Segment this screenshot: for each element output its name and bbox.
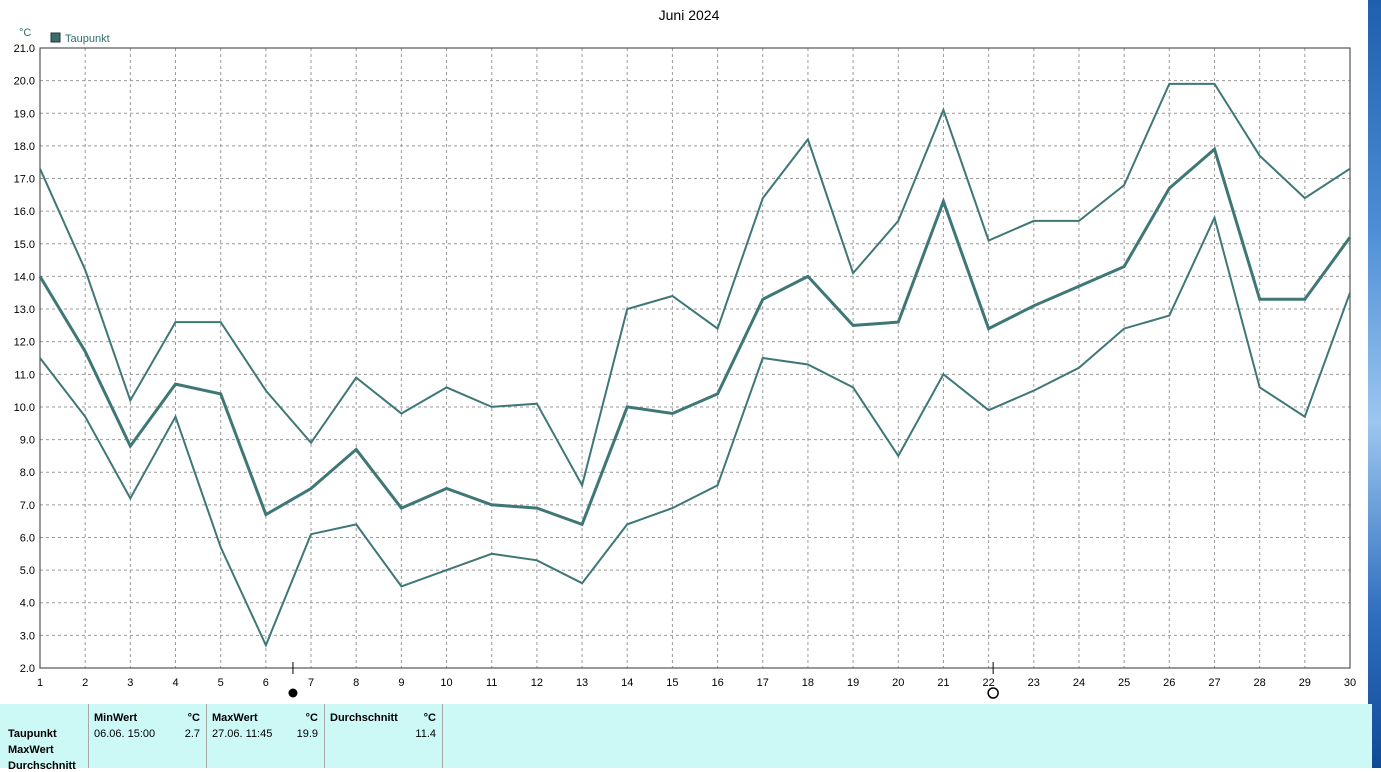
- y-tick-label: 14.0: [14, 271, 35, 283]
- chart: 2.0 3.0 4.0 5.0 6.0 7.0 8.0 9.0 10.0 11.0 12.0 13.0…: [14, 7, 1357, 699]
- row-label-durchschnitt: Durchschnitt: [8, 760, 76, 772]
- stat-max: MaxWert °C 27.06. 11:45 19.9: [206, 704, 324, 768]
- row-label-maxwert: MaxWert: [8, 744, 54, 756]
- y-tick-label: 5.0: [20, 565, 35, 577]
- stat-min-when: 06.06. 15:00: [94, 728, 156, 740]
- stat-avg-value: 11.4: [415, 728, 436, 740]
- x-tick-label: 13: [576, 677, 588, 689]
- x-tick-label: 29: [1299, 677, 1311, 689]
- x-tick-label: 23: [1028, 677, 1040, 689]
- x-tick-label: 26: [1163, 677, 1175, 689]
- stat-max-unit: °C: [305, 712, 318, 724]
- y-tick-label: 11.0: [14, 369, 35, 381]
- row-label-taupunkt: Taupunkt: [8, 728, 57, 740]
- series-line-avg: [38, 146, 1352, 527]
- chart-title: Juni 2024: [659, 7, 720, 23]
- y-tick-label: 6.0: [20, 532, 35, 544]
- y-tick-label: 17.0: [14, 174, 35, 186]
- y-tick-label: 7.0: [20, 500, 35, 512]
- y-tick-label: 3.0: [20, 630, 35, 642]
- x-tick-label: 24: [1073, 677, 1085, 689]
- stat-max-value: 19.9: [296, 728, 318, 740]
- window-gap: [1356, 0, 1368, 704]
- x-tick-label: 8: [353, 677, 359, 689]
- x-tick-label: 30: [1344, 677, 1356, 689]
- y-tick-label: 15.0: [14, 239, 35, 251]
- new-moon-icon: [288, 688, 298, 698]
- y-axis-unit: °C: [19, 27, 31, 39]
- y-tick-label: 16.0: [14, 206, 35, 218]
- y-tick-label: 20.0: [14, 76, 35, 88]
- y-tick-label: 2.0: [20, 663, 35, 675]
- stat-min: MinWert °C 06.06. 15:00 2.7: [88, 704, 206, 768]
- x-tick-label: 14: [621, 677, 633, 689]
- x-tick-label: 2: [82, 677, 88, 689]
- x-tick-label: 12: [531, 677, 543, 689]
- x-tick-label: 11: [486, 677, 497, 689]
- y-tick-label: 9.0: [20, 435, 35, 447]
- x-tick-label: 10: [440, 677, 452, 689]
- stat-max-header: MaxWert: [212, 712, 258, 724]
- y-tick-label: 10.0: [14, 402, 35, 414]
- x-tick-label: 7: [308, 677, 314, 689]
- axes: 2.0 3.0 4.0 5.0 6.0 7.0 8.0 9.0 10.0 11.0 12.0 13.0…: [14, 43, 1357, 689]
- stat-min-header: MinWert: [94, 712, 138, 724]
- x-tick-label: 20: [892, 677, 904, 689]
- grid: [40, 48, 1350, 668]
- y-tick-label: 21.0: [14, 43, 35, 55]
- series-line-min: [39, 214, 1351, 648]
- stat-min-unit: °C: [187, 712, 200, 724]
- y-tick-label: 18.0: [14, 141, 35, 153]
- x-tick-label: 1: [37, 677, 43, 689]
- x-tick-label: 16: [711, 677, 723, 689]
- stat-avg-header: Durchschnitt: [330, 712, 398, 724]
- moon-markers: [288, 662, 999, 699]
- stats-panel: Taupunkt MaxWert Durchschnitt MinWert °C…: [0, 704, 1372, 772]
- x-tick-label: 27: [1208, 677, 1220, 689]
- x-tick-label: 25: [1118, 677, 1130, 689]
- stat-avg: Durchschnitt °C 11.4: [324, 704, 443, 768]
- y-tick-label: 13.0: [14, 304, 35, 316]
- legend: Taupunkt: [50, 32, 110, 45]
- stat-min-value: 2.7: [184, 728, 200, 740]
- y-tick-label: 19.0: [14, 108, 35, 120]
- x-tick-label: 22: [982, 677, 994, 689]
- x-tick-label: 6: [263, 677, 269, 689]
- x-tick-label: 17: [757, 677, 769, 689]
- x-tick-label: 19: [847, 677, 859, 689]
- x-tick-label: 15: [666, 677, 678, 689]
- x-tick-label: 28: [1254, 677, 1266, 689]
- series-line-max: [39, 82, 1351, 488]
- plot-frame: [39, 47, 1351, 669]
- x-tick-label: 21: [937, 677, 949, 689]
- stat-max-when: 27.06. 11:45: [212, 728, 273, 740]
- desktop-edge: [1368, 0, 1381, 768]
- x-tick-label: 4: [172, 677, 178, 689]
- stat-avg-unit: °C: [423, 712, 436, 724]
- legend-swatch: [50, 32, 61, 43]
- x-tick-label: 5: [218, 677, 224, 689]
- y-tick-label: 12.0: [14, 337, 35, 349]
- y-tick-label: 8.0: [20, 467, 35, 479]
- x-tick-label: 18: [802, 677, 814, 689]
- legend-label: Taupunkt: [65, 33, 110, 45]
- x-tick-label: 9: [398, 677, 404, 689]
- full-moon-icon: [987, 687, 999, 699]
- x-tick-label: 3: [127, 677, 133, 689]
- y-tick-label: 4.0: [20, 598, 35, 610]
- series-lines: [38, 82, 1352, 648]
